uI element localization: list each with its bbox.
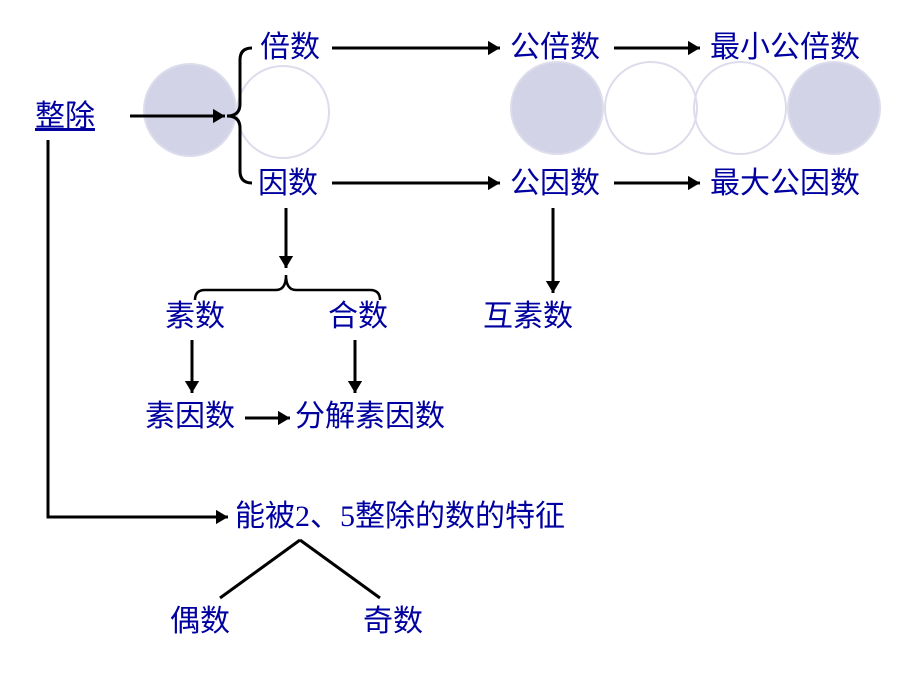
node-素因数: 素因数 xyxy=(145,400,235,433)
node-因数: 因数 xyxy=(258,167,318,200)
node-倍数: 倍数 xyxy=(260,31,320,64)
node-偶数: 偶数 xyxy=(170,605,230,638)
overlay-svg xyxy=(0,0,920,690)
node-合数: 合数 xyxy=(328,300,388,333)
node-能被2-5整除: 能被2、5整除的数的特征 xyxy=(235,500,565,533)
node-整除: 整除 xyxy=(35,100,95,133)
branch-lines xyxy=(220,540,380,598)
node-最小公倍数: 最小公倍数 xyxy=(710,31,860,64)
node-奇数: 奇数 xyxy=(363,605,423,638)
arrows xyxy=(48,41,700,524)
node-公倍数: 公倍数 xyxy=(510,31,600,64)
node-互素数: 互素数 xyxy=(483,300,573,333)
node-素数: 素数 xyxy=(165,300,225,333)
decorative-circles xyxy=(144,62,880,158)
node-公因数: 公因数 xyxy=(510,167,600,200)
node-分解素因数: 分解素因数 xyxy=(295,400,445,433)
node-最大公因数: 最大公因数 xyxy=(710,167,860,200)
diagram-stage: 整除 倍数 公倍数 最小公倍数 因数 公因数 最大公因数 素数 合数 互素数 素… xyxy=(0,0,920,690)
